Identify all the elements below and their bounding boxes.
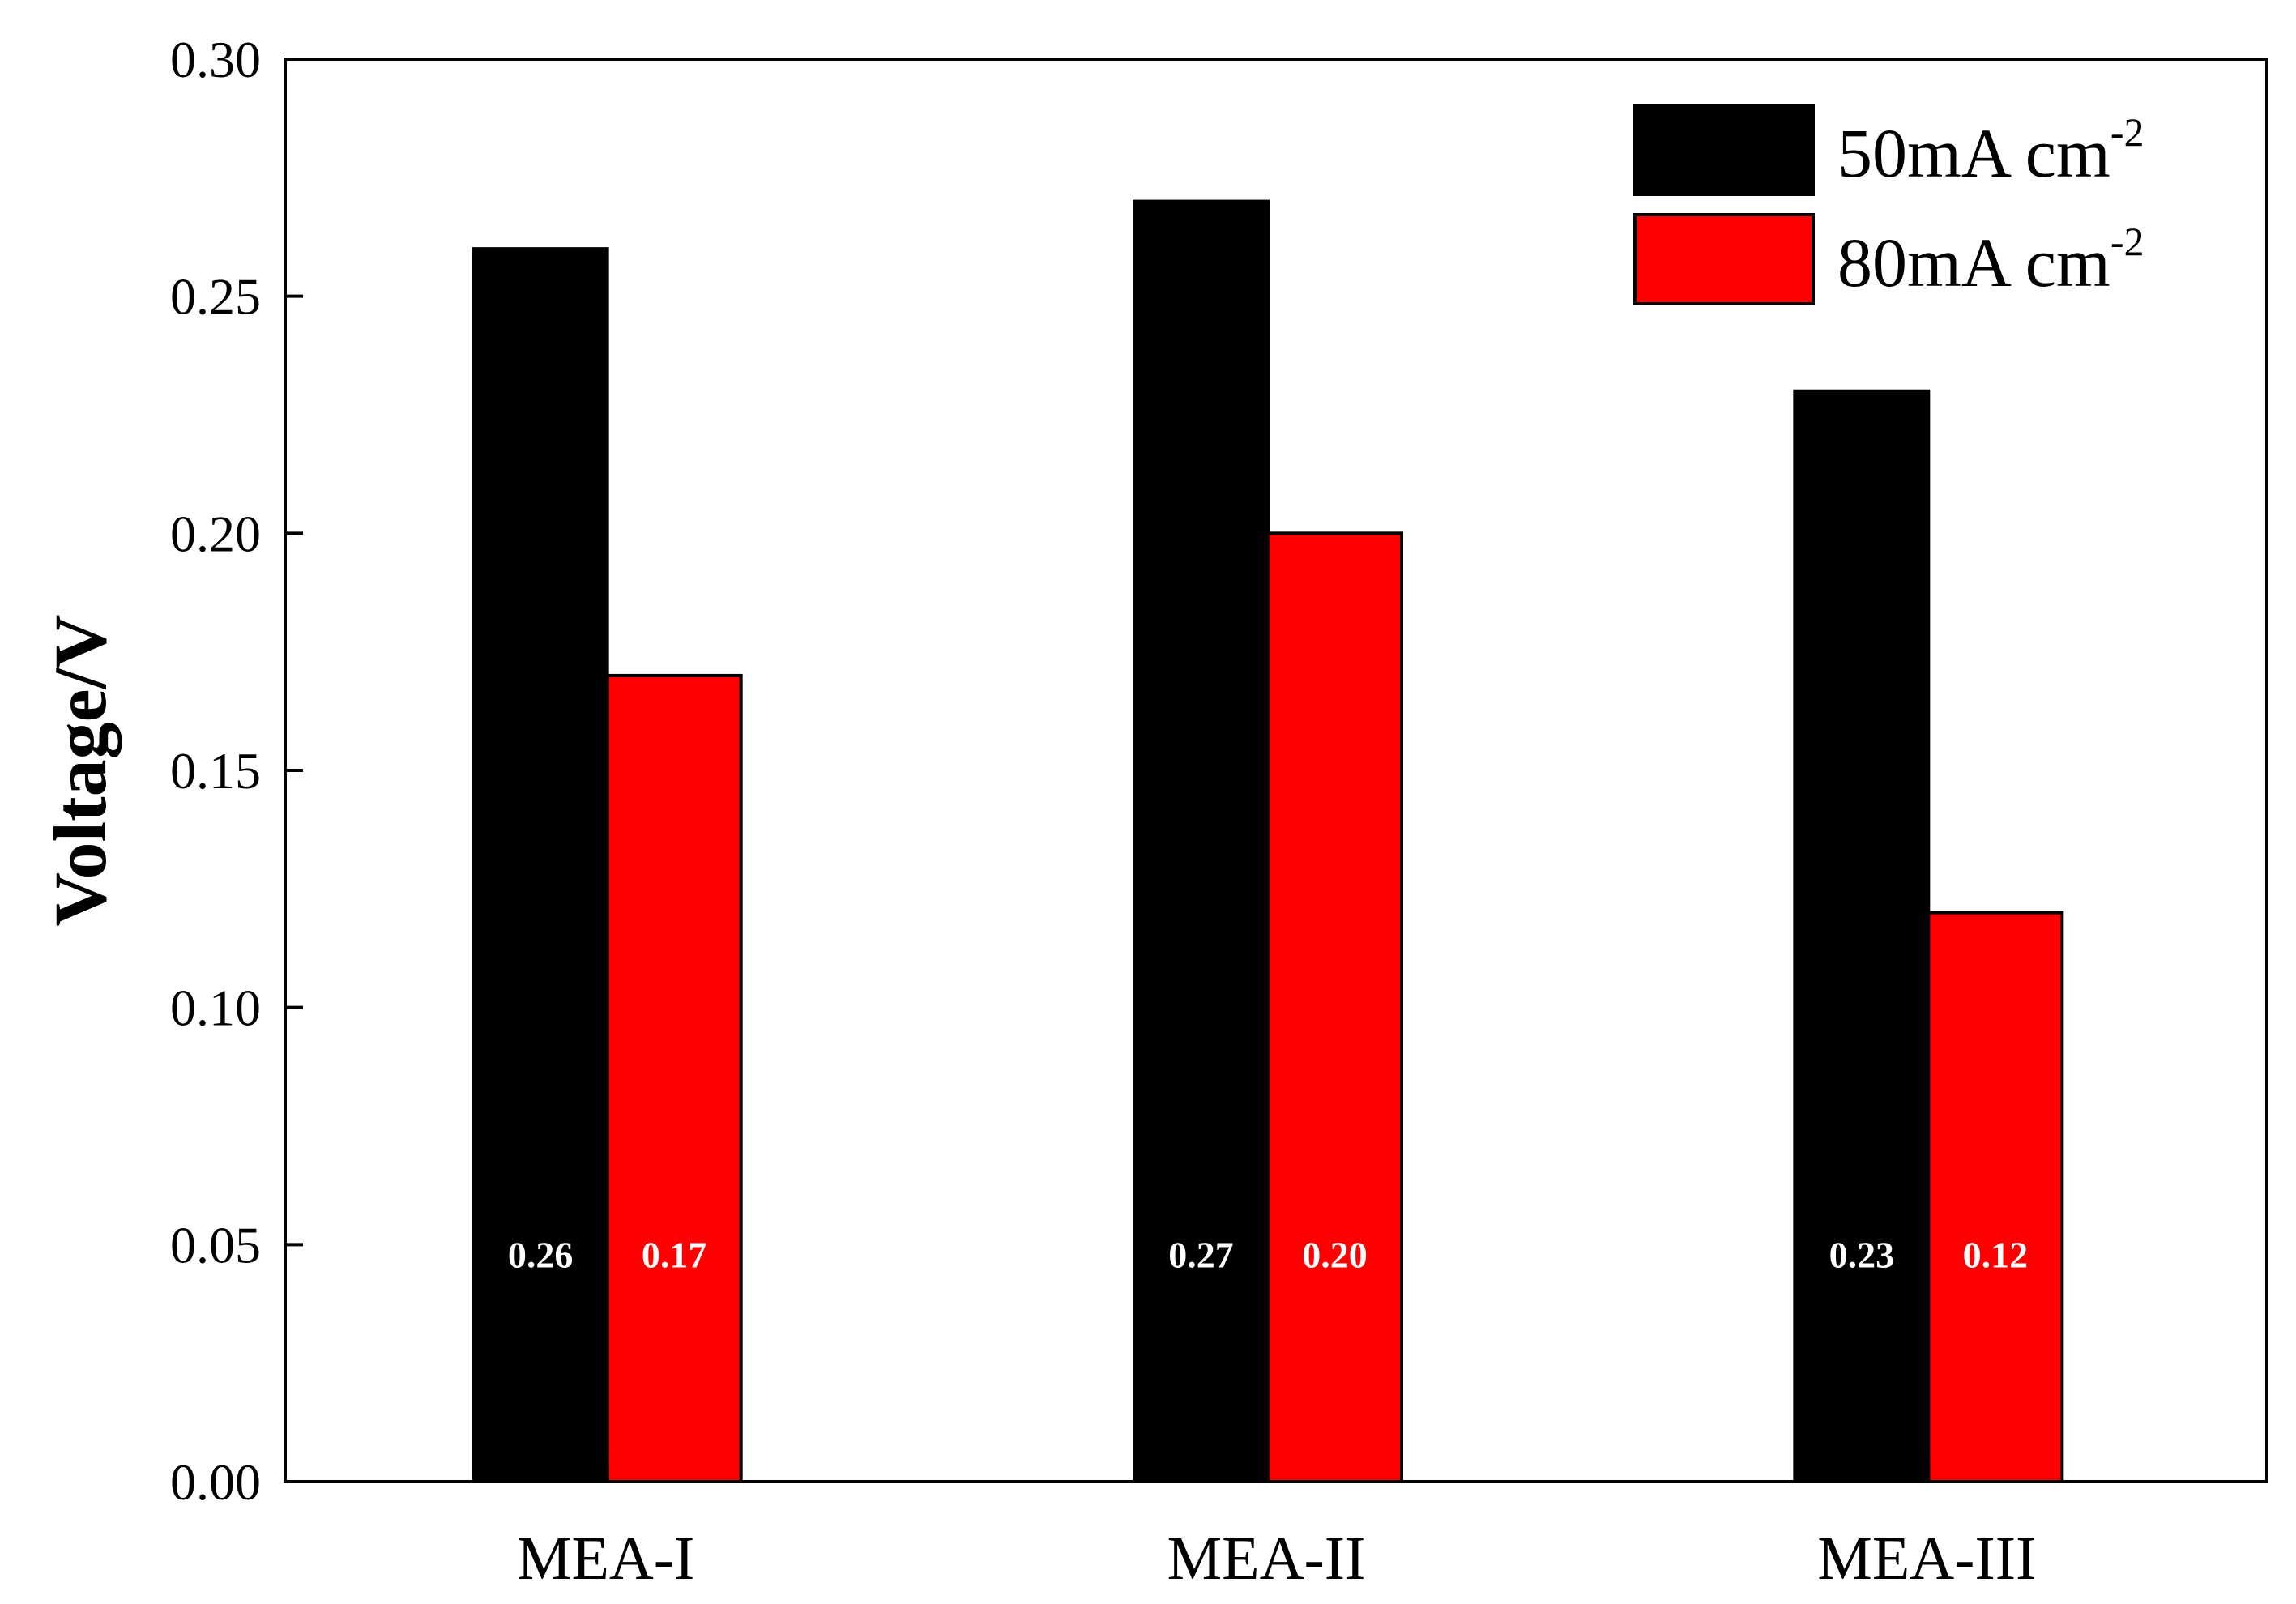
y-tick-label: 0.10 (170, 979, 261, 1037)
legend-label-superscript: -2 (2110, 219, 2144, 264)
y-axis-title: Voltage/V (39, 614, 122, 926)
y-tick-label: 0.30 (170, 31, 261, 88)
x-category-label: MEA-I (517, 1525, 695, 1593)
data-labels-group: 0.26 0.17 0.27 0.20 0.23 0.12 (508, 1234, 2028, 1275)
x-axis-ticks: MEA-I MEA-II MEA-III (517, 1464, 2036, 1593)
y-tick-label: 0.05 (170, 1216, 261, 1273)
bar-series1 (1133, 199, 1270, 1484)
legend-label-superscript: -2 (2110, 109, 2144, 155)
bar-value-label: 0.12 (1963, 1234, 2029, 1275)
y-axis-ticks: 0.00 0.05 0.10 0.15 0.20 0.25 0.30 (170, 31, 303, 1511)
bar-value-label: 0.17 (642, 1234, 707, 1275)
bar-series2 (1927, 911, 2064, 1483)
bar-series2 (605, 673, 743, 1483)
bar-series1 (472, 247, 609, 1484)
x-category-label: MEA-III (1817, 1525, 2036, 1593)
bars-group (472, 199, 2064, 1484)
legend-swatch-series1 (1633, 104, 1815, 196)
legend-label: 50mA cm-2 (1837, 109, 2144, 192)
y-tick-label: 0.00 (170, 1453, 261, 1511)
legend-label: 80mA cm-2 (1837, 219, 2144, 301)
bar-value-label: 0.27 (1168, 1234, 1234, 1275)
bar-value-label: 0.20 (1302, 1234, 1368, 1275)
legend-swatch-series2 (1633, 213, 1815, 305)
bar-value-label: 0.26 (508, 1234, 574, 1275)
y-tick-label: 0.15 (170, 742, 261, 800)
legend-label-base: 80mA cm (1837, 224, 2110, 301)
y-tick-label: 0.25 (170, 268, 261, 326)
x-category-label: MEA-II (1167, 1525, 1366, 1593)
y-tick-label: 0.20 (170, 505, 261, 562)
legend-label-base: 50mA cm (1837, 114, 2110, 192)
bar-value-label: 0.23 (1829, 1234, 1895, 1275)
bar-series1 (1793, 389, 1931, 1484)
bar-series2 (1266, 531, 1403, 1483)
